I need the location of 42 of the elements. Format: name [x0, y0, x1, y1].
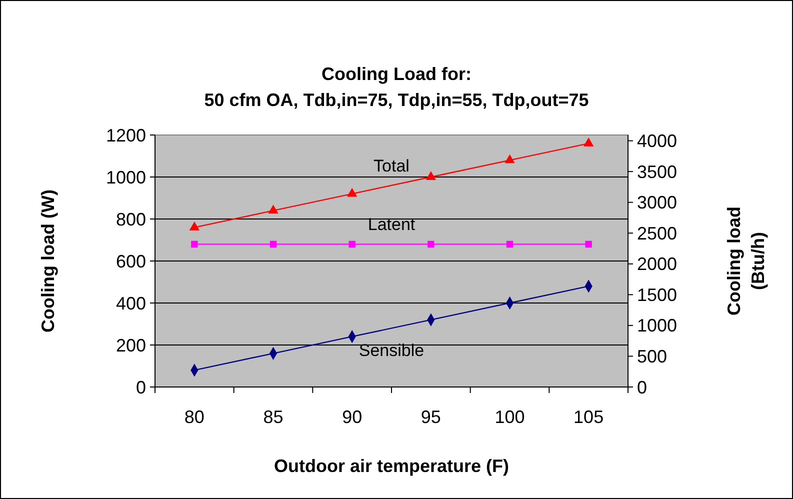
point — [189, 222, 200, 230]
y2-tick-label: 0 — [637, 377, 648, 398]
x-axis-title: Outdoor air temperature (F) — [274, 456, 510, 476]
point — [191, 240, 198, 248]
y2-tick-label: 2500 — [637, 223, 678, 244]
y2-tick-label: 1000 — [637, 316, 678, 336]
y2-tick-label: 3500 — [637, 162, 678, 182]
y-axis-title: Cooling load (W) — [38, 190, 58, 332]
point — [428, 240, 434, 248]
y-tick-label: 1200 — [106, 125, 146, 146]
point — [268, 204, 278, 214]
x-tick-label: 80 — [184, 407, 204, 427]
series-label: Latent — [368, 215, 416, 234]
y2-tick-label: 2000 — [637, 254, 678, 274]
y2-tick-label: 3000 — [637, 192, 678, 213]
chart-title: Cooling Load for: — [322, 64, 472, 84]
point — [426, 171, 436, 180]
x-tick-label: 100 — [494, 407, 525, 427]
x-tick-label: 90 — [342, 407, 362, 427]
point — [583, 138, 594, 146]
point — [346, 188, 358, 197]
y-tick-label: 0 — [136, 377, 146, 398]
point — [506, 240, 514, 248]
y2-axis-title: Cooling load (Btu/h) — [724, 206, 768, 316]
series-label: Sensible — [358, 341, 424, 360]
x-tick-label: 105 — [574, 407, 604, 427]
point — [348, 240, 356, 248]
point — [270, 240, 277, 248]
y-tick-label: 1000 — [106, 167, 146, 188]
x-tick-label: 95 — [420, 407, 441, 427]
point — [504, 154, 515, 164]
y2-tick-label: 500 — [637, 346, 668, 367]
y2-tick-label: 1500 — [637, 284, 678, 305]
y-tick-label: 600 — [116, 251, 146, 272]
chart-subtitle: 50 cfm OA, Tdb,in=75, Tdp,in=55, Tdp,out=75 — [204, 90, 589, 110]
y-tick-label: 200 — [116, 335, 146, 356]
y-tick-label: 800 — [116, 209, 146, 230]
series-label: Total — [374, 156, 410, 176]
y-tick-label: 400 — [116, 293, 146, 314]
x-tick-label: 85 — [263, 407, 284, 427]
y2-tick-label: 4000 — [637, 131, 678, 152]
point — [585, 240, 592, 248]
